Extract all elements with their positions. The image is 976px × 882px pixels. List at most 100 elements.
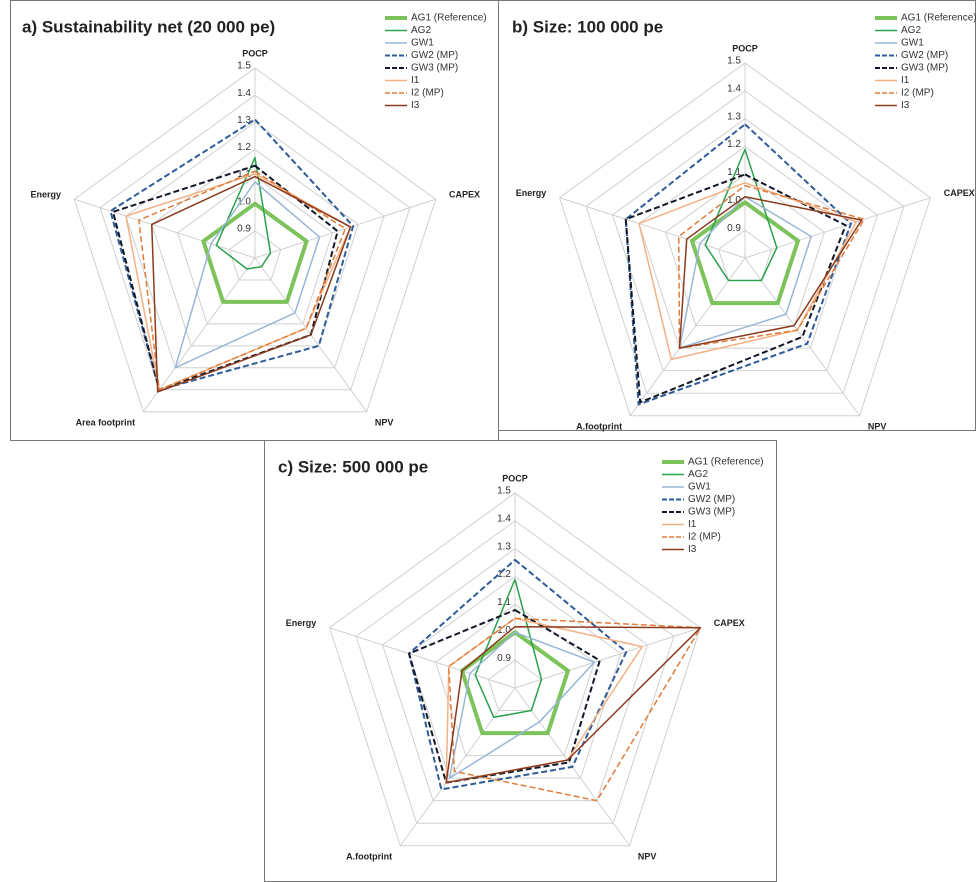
- series-line: [112, 164, 339, 391]
- axis-label: NPV: [638, 851, 657, 861]
- axis-label: A.footprint: [346, 851, 392, 861]
- r-tick-label: 1.3: [237, 115, 251, 126]
- r-tick-label: 0.9: [727, 223, 741, 234]
- legend-label: I2 (MP): [411, 88, 444, 99]
- r-tick-label: 1.5: [497, 486, 511, 497]
- legend-label: AG1 (Reference): [688, 457, 764, 468]
- grid-ring: [355, 520, 675, 824]
- axis-label: CAPEX: [714, 618, 745, 628]
- axis-label: Area footprint: [76, 417, 136, 427]
- r-tick-label: 1.4: [497, 513, 511, 524]
- grid-ring: [664, 173, 826, 327]
- spoke: [744, 257, 861, 417]
- r-tick-label: 0.9: [237, 223, 251, 234]
- series-line: [448, 617, 702, 802]
- grid-ring: [487, 659, 543, 712]
- grid-ring: [99, 94, 411, 391]
- r-tick-label: 1.1: [727, 167, 741, 178]
- series-line: [445, 625, 702, 784]
- series-line: [690, 200, 800, 306]
- grid-ring: [381, 548, 649, 802]
- r-tick-label: 1.4: [727, 83, 741, 94]
- series-line: [678, 184, 865, 349]
- series-line: [638, 182, 858, 361]
- legend-label: I3: [688, 544, 697, 555]
- r-tick-label: 1.2: [497, 569, 511, 580]
- series-line: [678, 195, 863, 349]
- r-tick-label: 1.0: [237, 196, 251, 207]
- r-tick-label: 0.9: [497, 653, 511, 664]
- axis-label: Energy: [286, 618, 317, 628]
- axis-label: NPV: [375, 417, 394, 427]
- legend-label: AG1 (Reference): [411, 13, 487, 24]
- series-line: [678, 195, 812, 349]
- series-line: [448, 631, 596, 779]
- axis-label: Energy: [30, 189, 61, 199]
- r-tick-label: 1.1: [237, 169, 251, 180]
- legend-label: GW2 (MP): [688, 494, 735, 505]
- legend-label: GW2 (MP): [411, 50, 458, 61]
- series-line: [109, 118, 355, 391]
- grid-ring: [585, 90, 905, 394]
- series-line: [201, 201, 309, 304]
- legend-label: I3: [901, 100, 910, 111]
- grid-ring: [408, 575, 622, 779]
- grid-ring: [228, 230, 282, 281]
- axis-label: POCP: [242, 48, 268, 58]
- r-tick-label: 1.2: [727, 139, 741, 150]
- legend-label: I1: [688, 519, 697, 530]
- spoke: [744, 197, 931, 259]
- axis-label: CAPEX: [944, 188, 975, 198]
- legend-label: GW2 (MP): [901, 50, 948, 61]
- grid-ring: [73, 67, 437, 413]
- axis-label: POCP: [502, 473, 528, 483]
- axis-label: CAPEX: [449, 189, 480, 199]
- r-tick-label: 1.2: [237, 142, 251, 153]
- r-tick-label: 1.3: [497, 541, 511, 552]
- legend-label: AG1 (Reference): [901, 13, 976, 24]
- series-line: [408, 558, 628, 791]
- series-line: [150, 175, 352, 393]
- grid-ring: [125, 121, 385, 369]
- spoke: [559, 197, 746, 259]
- legend-label: I2 (MP): [901, 88, 934, 99]
- legend-label: GW3 (MP): [411, 63, 458, 74]
- grid-ring: [558, 62, 932, 417]
- series-line: [174, 181, 321, 369]
- grid-ring: [434, 603, 596, 757]
- legend-label: I1: [901, 75, 910, 86]
- axis-label: POCP: [732, 43, 758, 53]
- r-tick-label: 1.5: [727, 56, 741, 67]
- series-line: [624, 173, 847, 404]
- series-line: [474, 578, 543, 719]
- spoke: [74, 198, 256, 259]
- series-line: [138, 170, 347, 391]
- grid-ring: [328, 492, 702, 847]
- spoke: [142, 257, 256, 413]
- series-line: [408, 609, 601, 784]
- chart-title: a) Sustainability net (20 000 pe): [22, 17, 275, 36]
- spoke: [254, 198, 436, 259]
- grid-ring: [611, 118, 879, 372]
- axis-label: NPV: [868, 421, 887, 431]
- axis-label: A.footprint: [576, 421, 622, 431]
- series-line: [704, 148, 778, 282]
- legend-label: I3: [411, 100, 420, 111]
- r-tick-label: 1.5: [237, 61, 251, 72]
- legend-label: GW1: [688, 482, 711, 493]
- legend-label: AG2: [688, 469, 708, 480]
- r-tick-label: 1.0: [727, 195, 741, 206]
- spoke: [399, 687, 516, 847]
- legend-label: GW3 (MP): [688, 507, 735, 518]
- r-tick-label: 1.1: [497, 597, 511, 608]
- legend-label: AG2: [411, 25, 431, 36]
- spoke: [629, 257, 746, 417]
- r-tick-label: 1.4: [237, 88, 251, 99]
- axis-label: Energy: [516, 188, 547, 198]
- grid-ring: [176, 175, 334, 325]
- legend-label: I1: [411, 75, 420, 86]
- r-tick-label: 1.3: [727, 111, 741, 122]
- series-line: [215, 156, 272, 270]
- legend-label: AG2: [901, 25, 921, 36]
